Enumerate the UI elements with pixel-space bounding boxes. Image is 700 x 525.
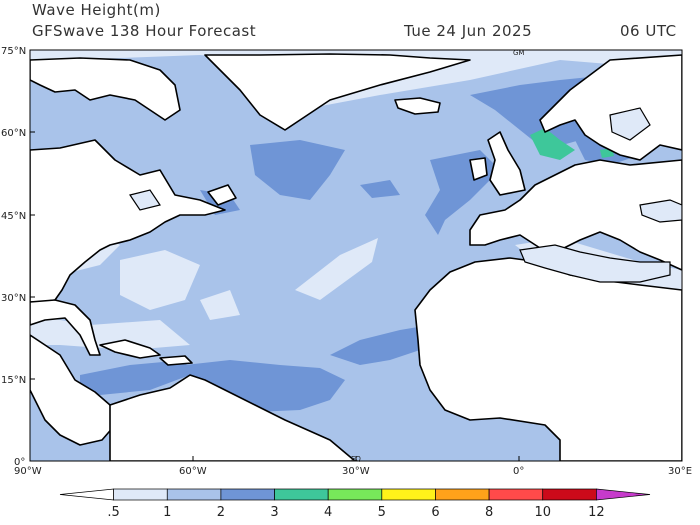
colorbar-label: .5: [107, 505, 119, 520]
colorbar-label: 6: [431, 505, 439, 520]
colorbar-label: 10: [534, 505, 551, 520]
colorbar-segment: [542, 488, 597, 501]
colorbar-label: 1: [163, 505, 171, 520]
colorbar-label: 12: [588, 505, 605, 520]
colorbar-segment: [435, 488, 490, 501]
lat-label-60n: 60°N: [1, 128, 26, 139]
lon-label-0: 0°: [513, 466, 524, 477]
lon-label-30w: 30°W: [342, 466, 370, 477]
colorbar: .5 1 2 3 4 5 6 8 10 12: [59, 488, 651, 520]
lon-label-30e: 30°E: [668, 466, 692, 477]
colorbar-segment: [327, 488, 383, 501]
lon-label-90w: 90°W: [14, 466, 42, 477]
coastlines: [30, 53, 682, 461]
equator-label: EQ: [351, 455, 361, 463]
colorbar-segment: [59, 488, 114, 501]
colorbar-segment: [596, 488, 651, 501]
lat-label-45n: 45°N: [1, 211, 26, 222]
axis-ticks: [29, 49, 683, 462]
valid-time: 06 UTC: [620, 22, 677, 40]
inland-seas: [129, 107, 682, 283]
colorbar-label: 8: [485, 505, 493, 520]
valid-date: Tue 24 Jun 2025: [404, 22, 533, 40]
lat-label-75n: 75°N: [1, 46, 26, 57]
lat-label-30n: 30°N: [1, 293, 26, 304]
lon-label-60w: 60°W: [179, 466, 207, 477]
colorbar-segment: [274, 488, 329, 501]
colorbar-segment: [220, 488, 275, 501]
colorbar-label: 4: [324, 505, 332, 520]
colorbar-label: 3: [270, 505, 278, 520]
map-title: Wave Height(m): [32, 1, 161, 19]
greenwich-meridian-label: GM: [513, 49, 524, 57]
lat-label-15n: 15°N: [1, 375, 26, 386]
colorbar-segment: [113, 488, 168, 501]
colorbar-segment: [381, 488, 436, 501]
colorbar-segment: [488, 488, 544, 501]
colorbar-segment: [166, 488, 222, 501]
colorbar-label: 2: [217, 505, 225, 520]
lat-label-0: 0°: [14, 457, 25, 468]
model-label: GFSwave 138 Hour Forecast: [32, 22, 257, 40]
colorbar-label: 5: [378, 505, 386, 520]
